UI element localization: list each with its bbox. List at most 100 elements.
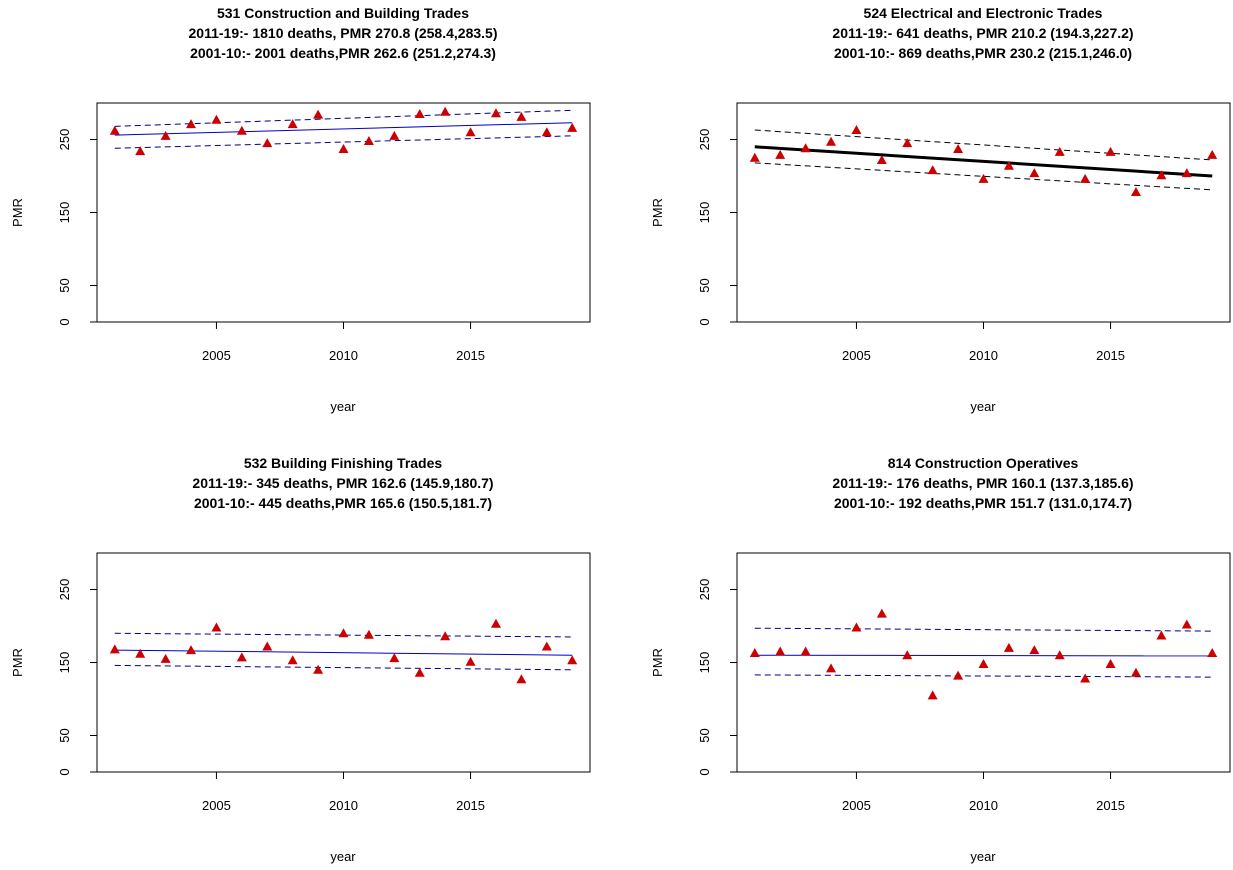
x-tick-label: 2010 xyxy=(969,798,998,813)
point xyxy=(1207,648,1218,658)
trend-line xyxy=(754,145,1213,178)
confidence-band xyxy=(114,135,573,149)
point xyxy=(851,125,862,135)
point xyxy=(465,656,476,666)
point xyxy=(440,106,451,116)
x-axis-label: year xyxy=(330,849,356,864)
y-axis-label: PMR xyxy=(650,198,665,227)
point xyxy=(749,648,760,658)
point xyxy=(186,119,197,129)
point xyxy=(1156,630,1167,640)
point xyxy=(338,143,349,153)
y-tick-label: 50 xyxy=(697,728,712,742)
x-tick-label: 2005 xyxy=(842,798,871,813)
point xyxy=(109,125,120,135)
point xyxy=(313,109,324,119)
point xyxy=(1181,619,1192,629)
chart-subtitle: 2011-19:- 641 deaths, PMR 210.2 (194.3,2… xyxy=(832,25,1133,41)
y-tick-label: 150 xyxy=(57,652,72,674)
point xyxy=(1207,149,1218,159)
panel: 531 Construction and Building Trades 2011… xyxy=(10,5,591,414)
point xyxy=(262,138,273,148)
x-tick-label: 2005 xyxy=(202,798,231,813)
point xyxy=(135,648,146,658)
y-tick-label: 150 xyxy=(697,652,712,674)
y-tick-label: 50 xyxy=(57,278,72,292)
point xyxy=(800,143,811,153)
point xyxy=(1003,642,1014,652)
point xyxy=(1054,650,1065,660)
point xyxy=(236,125,247,135)
chart-subtitle: 2011-19:- 345 deaths, PMR 162.6 (145.9,1… xyxy=(192,475,493,491)
point xyxy=(338,628,349,638)
point xyxy=(953,143,964,153)
y-tick-label: 0 xyxy=(57,318,72,325)
point xyxy=(135,146,146,156)
point xyxy=(953,670,964,680)
point xyxy=(902,138,913,148)
confidence-band xyxy=(754,627,1213,632)
point xyxy=(516,111,527,121)
point xyxy=(826,663,837,673)
point xyxy=(1054,146,1065,156)
confidence-band xyxy=(754,162,1213,191)
panel: 524 Electrical and Electronic Trades 2011… xyxy=(650,5,1231,414)
x-tick-label: 2015 xyxy=(1096,798,1125,813)
chart-title: 814 Construction Operatives xyxy=(888,455,1079,471)
x-tick-label: 2010 xyxy=(329,348,358,363)
x-tick-label: 2010 xyxy=(969,348,998,363)
point xyxy=(516,674,527,684)
point xyxy=(876,154,887,164)
y-tick-label: 150 xyxy=(57,202,72,224)
point xyxy=(287,119,298,129)
point xyxy=(749,152,760,162)
point xyxy=(1080,173,1091,183)
point xyxy=(1130,667,1141,677)
trend-line xyxy=(754,654,1213,657)
point xyxy=(490,108,501,118)
point xyxy=(775,646,786,656)
point xyxy=(313,664,324,674)
point xyxy=(1029,168,1040,178)
point xyxy=(775,149,786,159)
y-tick-label: 250 xyxy=(697,579,712,601)
y-tick-label: 250 xyxy=(697,129,712,151)
x-axis-label: year xyxy=(970,399,996,414)
x-tick-label: 2005 xyxy=(202,348,231,363)
point xyxy=(490,618,501,628)
x-tick-label: 2005 xyxy=(842,348,871,363)
point xyxy=(414,667,425,677)
plot-box xyxy=(736,102,1231,323)
chart-title: 531 Construction and Building Trades xyxy=(217,5,469,21)
point xyxy=(851,622,862,632)
trend-line xyxy=(114,649,573,656)
point xyxy=(440,631,451,641)
y-tick-label: 0 xyxy=(697,318,712,325)
confidence-band xyxy=(114,664,573,671)
chart-subtitle: 2001-10:- 192 deaths,PMR 151.7 (131.0,17… xyxy=(834,495,1132,511)
plot-box xyxy=(96,102,591,323)
chart-subtitle: 2001-10:- 2001 deaths,PMR 262.6 (251.2,2… xyxy=(190,45,496,61)
panel: 532 Building Finishing Trades 2011-19:- 3… xyxy=(10,455,591,864)
chart-subtitle: 2011-19:- 176 deaths, PMR 160.1 (137.3,1… xyxy=(832,475,1133,491)
point xyxy=(541,641,552,651)
point xyxy=(211,622,222,632)
chart-title: 524 Electrical and Electronic Trades xyxy=(864,5,1103,21)
y-tick-label: 250 xyxy=(57,579,72,601)
y-tick-label: 150 xyxy=(697,202,712,224)
point xyxy=(1105,146,1116,156)
point xyxy=(160,130,171,140)
chart-title: 532 Building Finishing Trades xyxy=(244,455,443,471)
confidence-band xyxy=(114,109,573,127)
y-axis-label: PMR xyxy=(10,648,25,677)
point xyxy=(978,173,989,183)
point xyxy=(927,165,938,175)
confidence-band xyxy=(114,632,573,638)
chart-subtitle: 2011-19:- 1810 deaths, PMR 270.8 (258.4,… xyxy=(189,25,498,41)
x-tick-label: 2015 xyxy=(1096,348,1125,363)
y-tick-label: 50 xyxy=(697,278,712,292)
confidence-band xyxy=(754,674,1213,678)
point xyxy=(389,653,400,663)
confidence-band xyxy=(754,129,1213,161)
